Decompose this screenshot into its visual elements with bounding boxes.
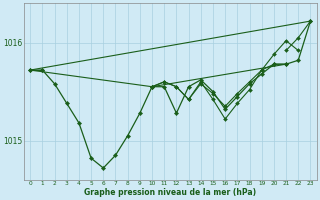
X-axis label: Graphe pression niveau de la mer (hPa): Graphe pression niveau de la mer (hPa)	[84, 188, 256, 197]
